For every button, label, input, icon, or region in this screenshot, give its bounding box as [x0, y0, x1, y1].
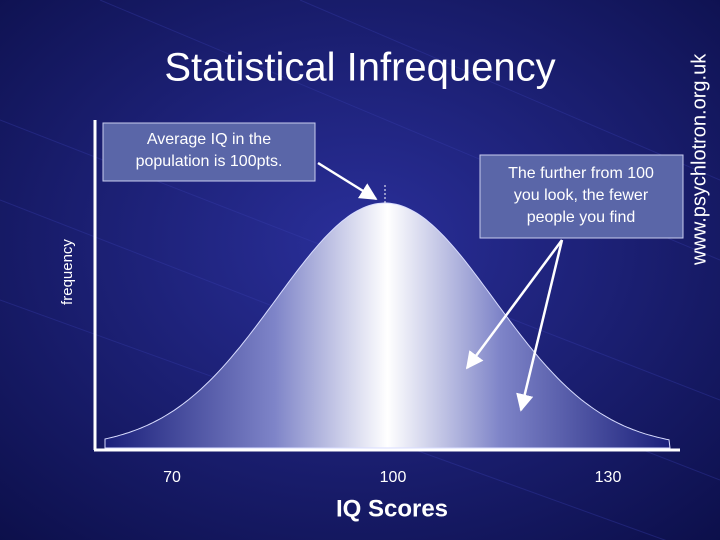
x-axis-label: IQ Scores [336, 495, 448, 522]
callout-text: people you find [527, 209, 636, 226]
callout-text: Average IQ in the [147, 131, 271, 148]
callout-text: The further from 100 [508, 165, 654, 182]
callout-box [479, 154, 684, 239]
callout-text: population is 100pts. [136, 153, 283, 170]
x-tick-label: 100 [380, 469, 407, 486]
callout-box [102, 122, 316, 182]
watermark: www.psychlotron.org.uk [688, 53, 710, 266]
bell-curve [104, 202, 671, 449]
slide-title: Statistical Infrequency [164, 46, 555, 90]
x-tick-label: 70 [163, 469, 181, 486]
y-axis-label: frequency [59, 239, 76, 305]
arrow [317, 161, 378, 201]
arrow [465, 239, 564, 370]
callout-text: you look, the fewer [514, 187, 649, 204]
arrows [317, 161, 564, 412]
arrow [516, 239, 564, 412]
x-tick-label: 130 [595, 469, 622, 486]
